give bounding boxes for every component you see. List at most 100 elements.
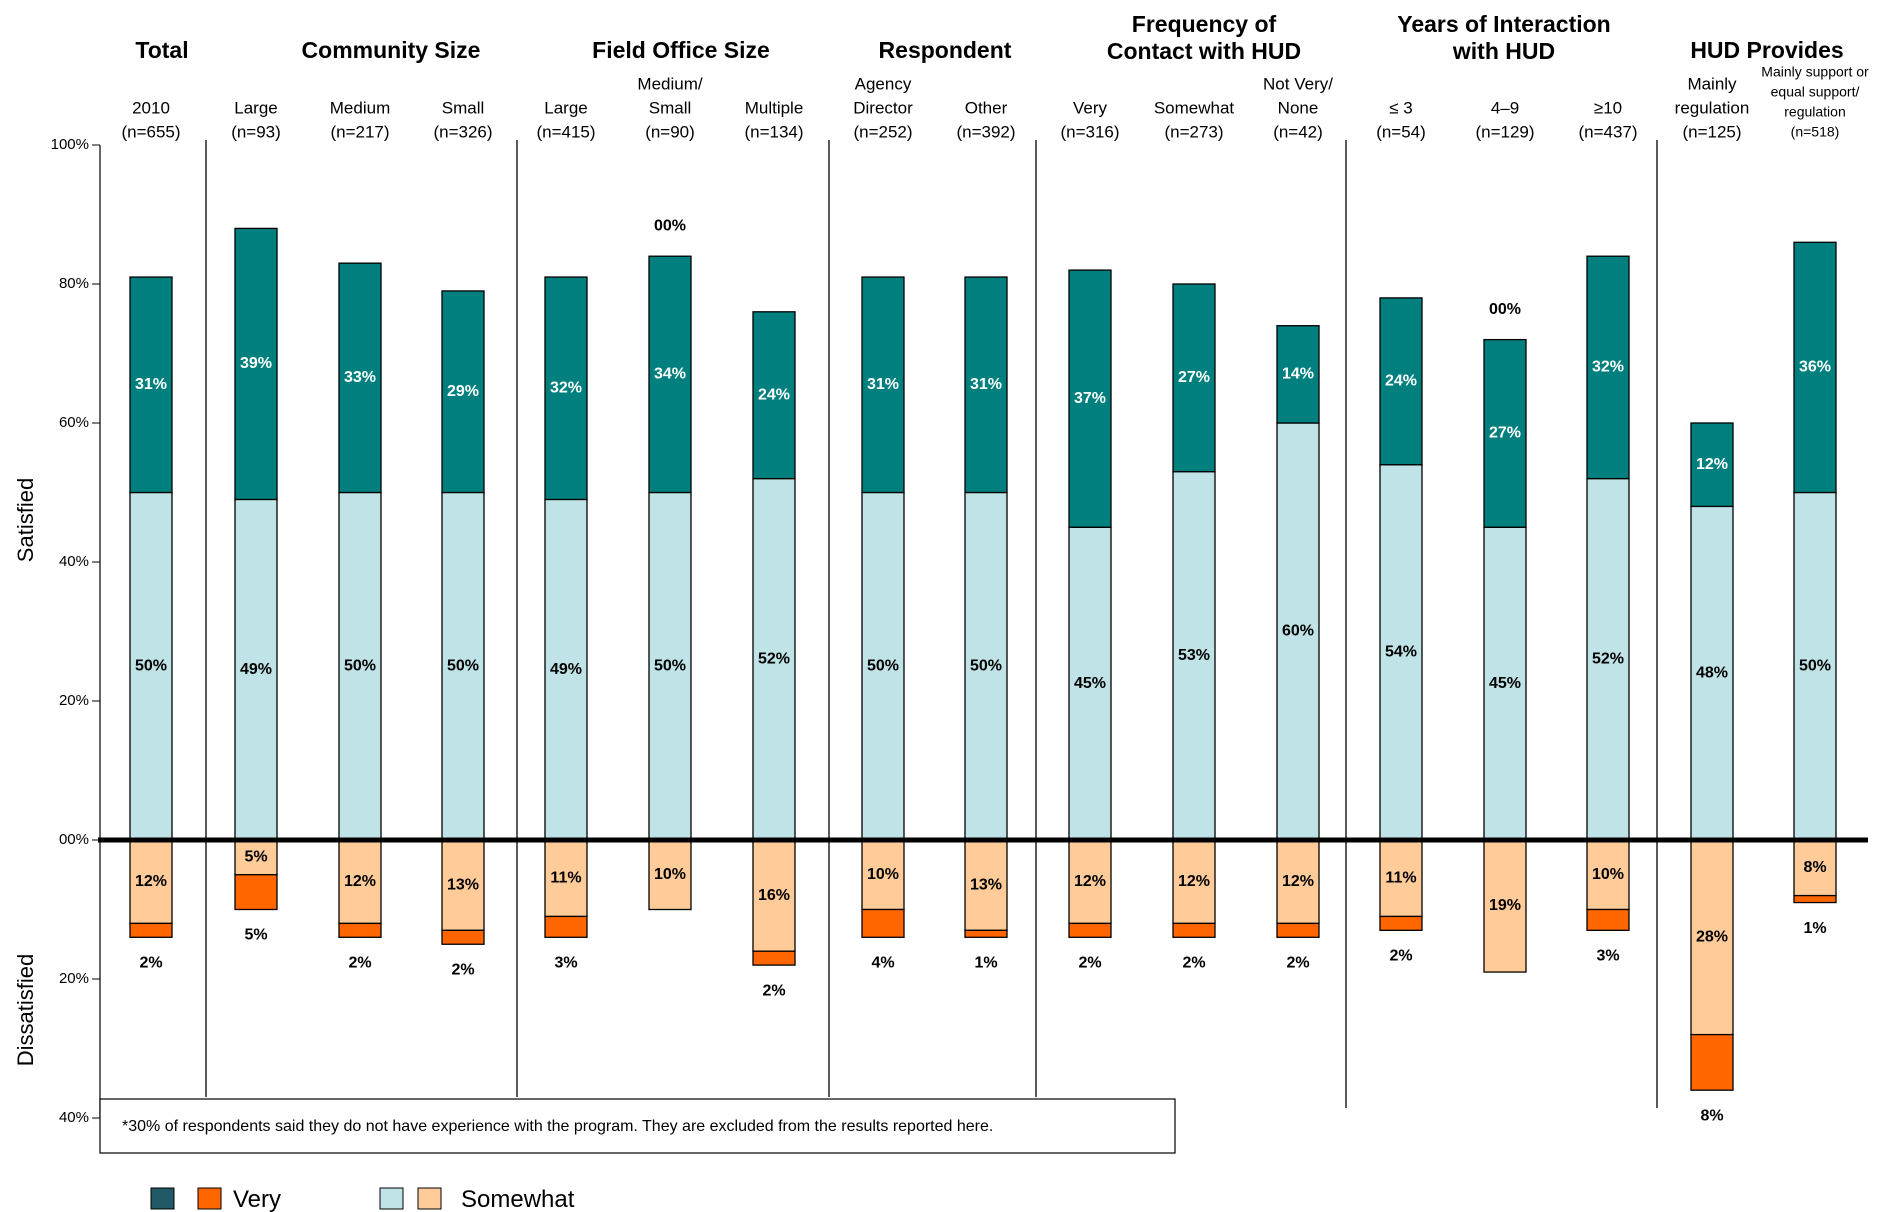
- category-label: Agency: [855, 74, 912, 93]
- bar-very-dissatisfied: [1793, 894, 1837, 904]
- group-separators: [205, 140, 1658, 1108]
- y-label-dissatisfied: Dissatisfied: [13, 954, 38, 1066]
- bar-somewhat-dissatisfied: [1483, 839, 1527, 973]
- category-label: ≤ 3: [1389, 98, 1413, 117]
- label-somewhat-dissatisfied: 12%: [1282, 873, 1314, 890]
- bar-very-dissatisfied: [234, 874, 278, 911]
- bar-somewhat-dissatisfied: [129, 839, 173, 925]
- label-very-dissatisfied: 3%: [554, 955, 577, 972]
- label-very-satisfied: 27%: [1489, 425, 1521, 442]
- bar-very-dissatisfied: [861, 908, 905, 938]
- bar-somewhat-satisfied: [1379, 464, 1423, 841]
- label-somewhat-dissatisfied: 13%: [447, 876, 479, 893]
- label-somewhat-dissatisfied: 12%: [344, 873, 376, 890]
- bar-very-dissatisfied: [129, 922, 173, 938]
- segment-labels: 31% 50% 12% 2% 39% 49% 5% 5% 33% 50% 12% 2% 29% 50% 13…: [135, 217, 1831, 1124]
- label-somewhat-satisfied: 48%: [1696, 664, 1728, 681]
- bar-very-dissatisfied: [1690, 1033, 1734, 1091]
- label-somewhat-dissatisfied: 11%: [1385, 869, 1416, 886]
- group-title: HUD Provides: [1690, 37, 1843, 63]
- category-label: (n=217): [330, 122, 389, 141]
- bar-very-dissatisfied: [441, 929, 485, 945]
- label-very-satisfied: 24%: [1385, 373, 1417, 390]
- label-somewhat-dissatisfied: 12%: [135, 873, 167, 890]
- bar-somewhat-satisfied: [1586, 477, 1630, 841]
- label-somewhat-satisfied: 52%: [1592, 651, 1624, 668]
- bar-somewhat-dissatisfied: [964, 839, 1008, 931]
- y-tick-label: 40%: [59, 553, 89, 570]
- category-label: None: [1278, 98, 1319, 117]
- label-very-satisfied: 14%: [1282, 366, 1314, 383]
- legend-swatch-very-satisfied: [150, 1187, 175, 1210]
- bar-very-satisfied: [1276, 325, 1320, 424]
- bar-somewhat-dissatisfied: [234, 839, 278, 876]
- y-tick-label: 20%: [59, 970, 89, 987]
- category-labels: 2010 (n=655) Large (n=93) Medium (n=217) Small…: [121, 64, 1869, 142]
- label-very-satisfied: 34%: [654, 366, 686, 383]
- label-somewhat-satisfied: 45%: [1489, 675, 1521, 692]
- bar-very-satisfied: [234, 227, 278, 501]
- category-label: (n=437): [1578, 122, 1637, 141]
- y-label-satisfied: Satisfied: [13, 478, 38, 562]
- label-very-dissatisfied: 2%: [1078, 955, 1101, 972]
- y-tick-label: 20%: [59, 692, 89, 709]
- label-very-dissatisfied: 3%: [1596, 948, 1619, 965]
- label-very-dissatisfied: 2%: [1182, 955, 1205, 972]
- label-somewhat-satisfied: 50%: [970, 657, 1002, 674]
- bar-very-satisfied: [1586, 255, 1630, 480]
- legend-swatch-somewhat-satisfied: [379, 1187, 404, 1210]
- category-label: Small: [442, 98, 485, 117]
- bar-very-satisfied: [648, 255, 692, 494]
- label-somewhat-satisfied: 52%: [758, 651, 790, 668]
- category-label: (n=252): [853, 122, 912, 141]
- bar-somewhat-satisfied: [752, 477, 796, 841]
- label-very-dissatisfied: 00%: [654, 217, 686, 234]
- label-very-satisfied: 31%: [970, 376, 1002, 393]
- label-very-satisfied: 27%: [1178, 369, 1210, 386]
- y-tick-label: 100%: [51, 136, 89, 153]
- group-title: Field Office Size: [592, 37, 770, 63]
- category-label: (n=326): [433, 122, 492, 141]
- label-very-satisfied: 31%: [135, 376, 167, 393]
- category-label: Not Very/: [1263, 74, 1333, 93]
- label-very-dissatisfied: 00%: [1489, 301, 1521, 318]
- group-titles: Total Community Size Field Office Size Resp…: [135, 11, 1843, 64]
- bar-very-satisfied: [1068, 269, 1112, 528]
- bar-very-satisfied: [861, 276, 905, 494]
- y-tick-label: 60%: [59, 414, 89, 431]
- bar-very-dissatisfied: [544, 915, 588, 938]
- category-label: Very: [1073, 98, 1108, 117]
- label-somewhat-satisfied: 50%: [1799, 657, 1831, 674]
- bar-somewhat-satisfied: [964, 491, 1008, 841]
- label-somewhat-dissatisfied: 16%: [758, 887, 790, 904]
- label-somewhat-dissatisfied: 28%: [1696, 929, 1728, 946]
- label-very-satisfied: 32%: [550, 379, 582, 396]
- bar-very-satisfied: [1379, 297, 1423, 466]
- bar-somewhat-satisfied: [234, 498, 278, 841]
- bar-very-dissatisfied: [1379, 915, 1423, 932]
- group-title: with HUD: [1452, 38, 1555, 64]
- label-somewhat-dissatisfied: 13%: [970, 876, 1002, 893]
- y-tick-label: 00%: [59, 831, 89, 848]
- group-title: Frequency of: [1132, 11, 1277, 37]
- category-label: Mainly: [1687, 74, 1737, 93]
- category-label: Large: [544, 98, 587, 117]
- category-label: (n=415): [536, 122, 595, 141]
- label-very-satisfied: 37%: [1074, 390, 1106, 407]
- label-somewhat-satisfied: 49%: [550, 661, 582, 678]
- bar-very-satisfied: [1172, 283, 1216, 473]
- label-somewhat-satisfied: 50%: [654, 657, 686, 674]
- label-somewhat-satisfied: 49%: [240, 661, 272, 678]
- bar-somewhat-satisfied: [1690, 505, 1734, 841]
- label-somewhat-satisfied: 53%: [1178, 647, 1210, 664]
- label-very-satisfied: 32%: [1592, 359, 1624, 376]
- bar-very-satisfied: [338, 262, 382, 494]
- label-somewhat-dissatisfied: 12%: [1074, 873, 1106, 890]
- bar-very-dissatisfied: [752, 950, 796, 966]
- label-somewhat-dissatisfied: 8%: [1803, 859, 1826, 876]
- legend-label-somewhat: Somewhat: [461, 1186, 575, 1212]
- category-label: regulation: [1784, 104, 1846, 120]
- bar-somewhat-dissatisfied: [1068, 839, 1112, 925]
- label-somewhat-dissatisfied: 10%: [654, 866, 686, 883]
- label-somewhat-satisfied: 45%: [1074, 675, 1106, 692]
